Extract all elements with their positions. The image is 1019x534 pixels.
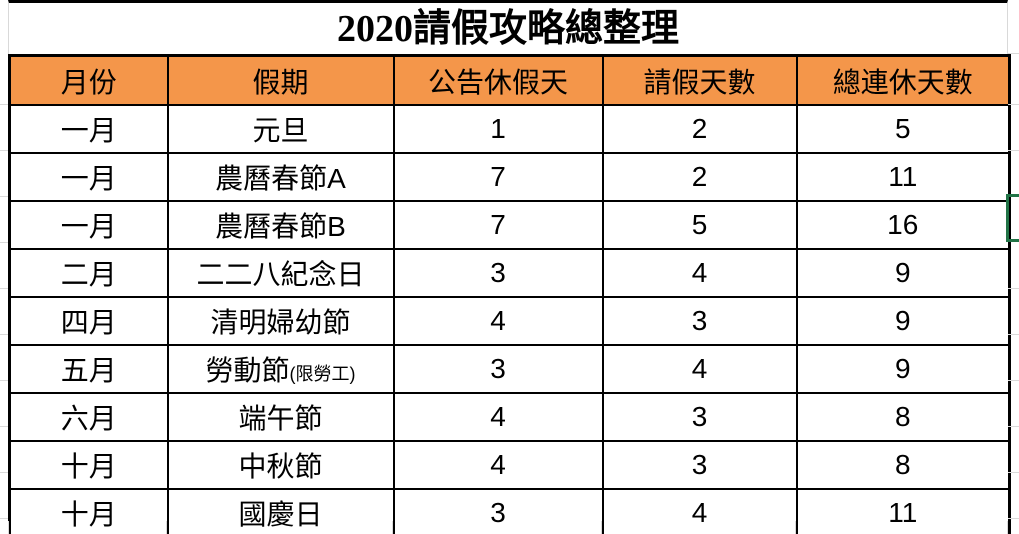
gridline-tick bbox=[601, 521, 602, 534]
leave-days-cell[interactable]: 3 bbox=[601, 392, 798, 442]
holiday-cell[interactable]: 國慶日 bbox=[166, 488, 395, 534]
holiday-cell[interactable]: 清明婦幼節 bbox=[166, 296, 395, 346]
gridline-tick bbox=[1008, 104, 1019, 105]
gridline-tick bbox=[1008, 380, 1019, 381]
gridline-tick bbox=[392, 521, 393, 534]
cell-selection-outline[interactable] bbox=[1006, 194, 1019, 242]
leave-days-cell[interactable]: 5 bbox=[601, 200, 798, 250]
month-cell[interactable]: 四月 bbox=[8, 296, 169, 346]
total-days-cell[interactable]: 8 bbox=[795, 440, 1011, 490]
gridline-tick bbox=[0, 104, 8, 105]
leave-days-cell[interactable]: 2 bbox=[601, 104, 798, 154]
holiday-cell[interactable]: 元旦 bbox=[166, 104, 395, 154]
gridline-tick bbox=[0, 242, 8, 243]
announced-days-cell[interactable]: 1 bbox=[392, 104, 604, 154]
holiday-cell[interactable]: 勞動節(限勞工) bbox=[166, 344, 395, 394]
announced-days-cell[interactable]: 7 bbox=[392, 200, 604, 250]
table-body: 一月 元旦 1 2 5 一月 農曆春節A 7 2 11 一月 農曆春節B 7 5 16 二月 二二八紀念日 3 4 9… bbox=[8, 104, 1011, 534]
gridline-tick bbox=[0, 426, 8, 427]
month-cell[interactable]: 六月 bbox=[8, 392, 169, 442]
holiday-cell[interactable]: 農曆春節B bbox=[166, 200, 395, 250]
total-days-cell[interactable]: 9 bbox=[795, 296, 1011, 346]
gridline-tick bbox=[0, 334, 8, 335]
table-row: 五月 勞動節(限勞工) 3 4 9 bbox=[8, 344, 1011, 394]
month-cell[interactable]: 一月 bbox=[8, 200, 169, 250]
leave-days-cell[interactable]: 4 bbox=[601, 344, 798, 394]
total-days-cell[interactable]: 11 bbox=[795, 152, 1011, 202]
gridline-tick bbox=[1008, 334, 1019, 335]
header-row: 月份 假期 公告休假天 請假天數 總連休天數 bbox=[8, 54, 1011, 106]
announced-days-cell[interactable]: 4 bbox=[392, 440, 604, 490]
table-row: 四月 清明婦幼節 4 3 9 bbox=[8, 296, 1011, 346]
leave-days-cell[interactable]: 4 bbox=[601, 248, 798, 298]
gridline-tick bbox=[0, 150, 8, 151]
col-header-leave-days[interactable]: 請假天數 bbox=[601, 54, 798, 106]
col-header-total-days[interactable]: 總連休天數 bbox=[795, 54, 1011, 106]
total-days-cell[interactable]: 16 bbox=[795, 200, 1011, 250]
leave-days-cell[interactable]: 3 bbox=[601, 440, 798, 490]
gridline-tick bbox=[0, 472, 8, 473]
holiday-table: 月份 假期 公告休假天 請假天數 總連休天數 一月 元旦 1 2 5 一月 農曆春節A 7 2 1… bbox=[8, 54, 1011, 534]
gridline-tick bbox=[1008, 53, 1019, 54]
announced-days-cell[interactable]: 7 bbox=[392, 152, 604, 202]
holiday-cell[interactable]: 端午節 bbox=[166, 392, 395, 442]
holiday-cell[interactable]: 農曆春節A bbox=[166, 152, 395, 202]
gridline-tick bbox=[0, 196, 8, 197]
month-cell[interactable]: 十月 bbox=[8, 440, 169, 490]
table-row: 十月 國慶日 3 4 11 bbox=[8, 488, 1011, 534]
leave-days-cell[interactable]: 2 bbox=[601, 152, 798, 202]
month-cell[interactable]: 二月 bbox=[8, 248, 169, 298]
total-days-cell[interactable]: 9 bbox=[795, 248, 1011, 298]
announced-days-cell[interactable]: 4 bbox=[392, 392, 604, 442]
month-cell[interactable]: 五月 bbox=[8, 344, 169, 394]
month-cell[interactable]: 一月 bbox=[8, 152, 169, 202]
table-row: 二月 二二八紀念日 3 4 9 bbox=[8, 248, 1011, 298]
month-cell[interactable]: 十月 bbox=[8, 488, 169, 534]
gridline-tick bbox=[1008, 426, 1019, 427]
gridline-tick bbox=[8, 521, 9, 534]
holiday-note: (限勞工) bbox=[289, 364, 356, 384]
announced-days-cell[interactable]: 3 bbox=[392, 344, 604, 394]
gridline-tick bbox=[0, 288, 8, 289]
total-days-cell[interactable]: 5 bbox=[795, 104, 1011, 154]
holiday-cell[interactable]: 二二八紀念日 bbox=[166, 248, 395, 298]
gridline-tick bbox=[1007, 521, 1008, 534]
table-row: 一月 農曆春節B 7 5 16 bbox=[8, 200, 1011, 250]
col-header-holiday[interactable]: 假期 bbox=[166, 54, 395, 106]
gridline-tick bbox=[0, 518, 8, 519]
table-row: 一月 元旦 1 2 5 bbox=[8, 104, 1011, 154]
gridline-tick bbox=[1008, 472, 1019, 473]
total-days-cell[interactable]: 11 bbox=[795, 488, 1011, 534]
gridline-tick bbox=[1008, 518, 1019, 519]
month-cell[interactable]: 一月 bbox=[8, 104, 169, 154]
announced-days-cell[interactable]: 3 bbox=[392, 488, 604, 534]
total-days-cell[interactable]: 8 bbox=[795, 392, 1011, 442]
holiday-cell[interactable]: 中秋節 bbox=[166, 440, 395, 490]
table-row: 一月 農曆春節A 7 2 11 bbox=[8, 152, 1011, 202]
title-cell[interactable]: 2020請假攻略總整理 bbox=[8, 0, 1008, 54]
page-title: 2020請假攻略總整理 bbox=[336, 7, 679, 50]
gridline-tick bbox=[1008, 288, 1019, 289]
gridline-tick bbox=[0, 380, 8, 381]
leave-days-cell[interactable]: 3 bbox=[601, 296, 798, 346]
col-header-month[interactable]: 月份 bbox=[8, 54, 169, 106]
announced-days-cell[interactable]: 4 bbox=[392, 296, 604, 346]
table-row: 十月 中秋節 4 3 8 bbox=[8, 440, 1011, 490]
announced-days-cell[interactable]: 3 bbox=[392, 248, 604, 298]
gridline-tick bbox=[795, 521, 796, 534]
gridline-tick bbox=[1008, 150, 1019, 151]
table-row: 六月 端午節 4 3 8 bbox=[8, 392, 1011, 442]
col-header-announced-days[interactable]: 公告休假天 bbox=[392, 54, 604, 106]
gridline-tick bbox=[166, 521, 167, 534]
leave-days-cell[interactable]: 4 bbox=[601, 488, 798, 534]
total-days-cell[interactable]: 9 bbox=[795, 344, 1011, 394]
